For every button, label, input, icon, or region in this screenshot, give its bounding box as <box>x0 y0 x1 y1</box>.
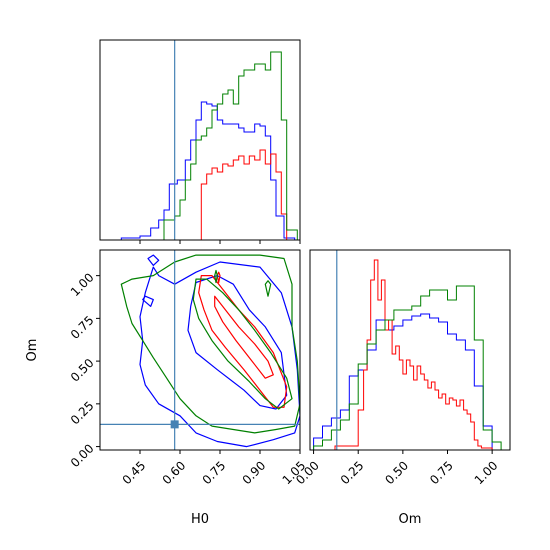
contour-h0-om-ylabel: Om <box>25 339 40 362</box>
contour-h0-om-ytick-label: 0.50 <box>68 356 97 385</box>
contour-h0-om-contour-6 <box>216 271 221 284</box>
hist-h0-series-1-step <box>200 149 288 240</box>
contour-h0-om-ytick-label: 0.75 <box>68 313 97 342</box>
contour-h0-om-ytick-label: 0.00 <box>68 441 97 470</box>
hist-om-series-0-step <box>313 313 493 450</box>
hist-om-series-2-step <box>313 285 502 450</box>
contour-h0-om-panel: 0.45 0.60 0.75 0.90 1.050.000.250.500.751.00… <box>25 249 308 527</box>
contour-h0-om-contour-4 <box>198 275 288 408</box>
contour-h0-om-xtick-label: 0.45 <box>120 458 149 487</box>
hist-h0-series-0-step <box>120 101 296 240</box>
contour-h0-om-contour-10 <box>214 269 218 284</box>
contour-h0-om-contour-9 <box>264 280 272 297</box>
contour-h0-om-ytick-label: 1.00 <box>68 270 97 299</box>
hist-om-xtick-label: 0.50 <box>382 458 411 487</box>
contour-h0-om-xtick-label: 0.90 <box>240 458 269 487</box>
hist-om-xtick-label: 1.00 <box>472 458 501 487</box>
contour-h0-om-frame <box>99 249 301 451</box>
contour-h0-om-xlabel: H0 <box>191 512 209 527</box>
hist-om-xlabel: Om <box>399 512 422 527</box>
contour-h0-om-ytick-label: 0.25 <box>68 399 97 428</box>
contour-h0-om-truth-marker <box>170 420 179 429</box>
contour-h0-om-contour-5 <box>214 295 274 379</box>
hist-h0-series-2-step <box>163 51 298 240</box>
contour-h0-om-contour-0 <box>139 261 300 448</box>
contour-h0-om-contour-7 <box>120 254 300 434</box>
hist-om-series-1-step <box>334 259 493 450</box>
hist-h0-frame <box>99 39 301 241</box>
contour-h0-om-contour-8 <box>192 278 293 410</box>
hist-om-xtick-label: 0.75 <box>427 458 456 487</box>
hist-om-frame <box>309 249 511 451</box>
contour-h0-om-xtick-label: 0.75 <box>200 458 229 487</box>
contour-h0-om-plot-area <box>100 250 300 450</box>
hist-h0-panel <box>99 39 301 244</box>
contour-h0-om-xtick-label: 0.60 <box>160 458 189 487</box>
contour-h0-om-contour-2 <box>147 254 160 266</box>
contour-h0-om-contour-3 <box>142 295 154 307</box>
contour-h0-om-contour-1 <box>187 275 288 410</box>
hist-om-xtick-label: 0.25 <box>338 458 367 487</box>
hist-h0-plot-area <box>120 40 298 240</box>
hist-om-plot-area <box>313 250 502 450</box>
